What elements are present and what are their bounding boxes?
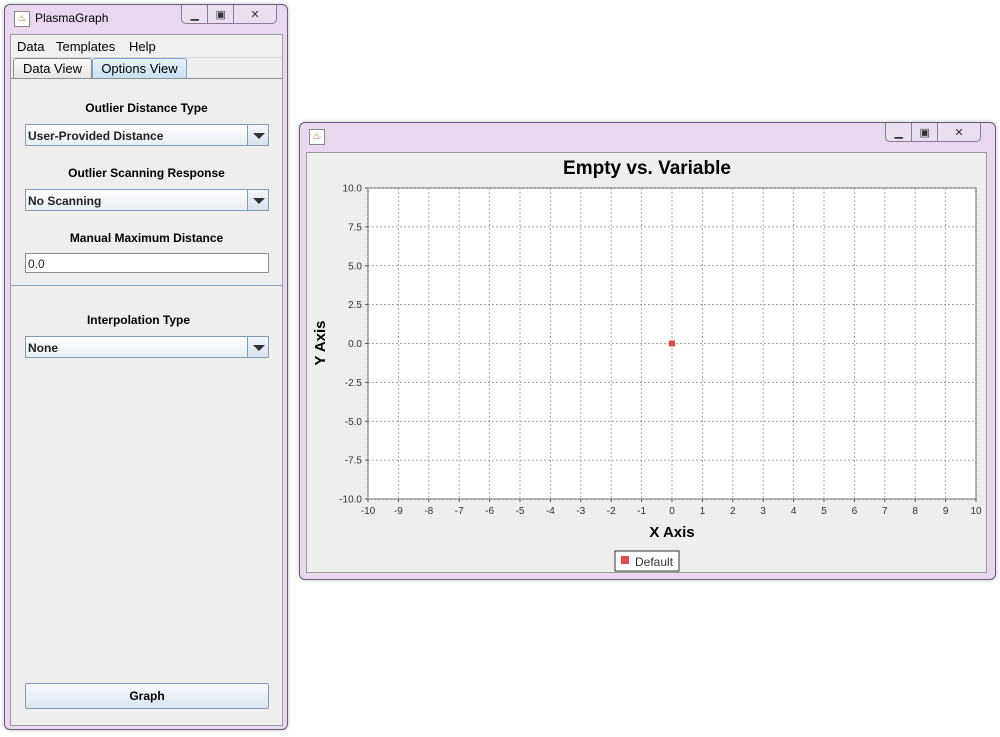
outlier-scanning-value: No Scanning <box>28 194 102 208</box>
y-axis-label: Y Axis <box>312 320 329 365</box>
outlier-distance-type-select[interactable]: User-Provided Distance <box>25 124 269 146</box>
interpolation-type-label: Interpolation Type <box>86 313 191 327</box>
x-tick-label: 7 <box>882 506 888 517</box>
x-tick-label: 0 <box>669 506 675 517</box>
x-tick-label: 10 <box>970 506 982 517</box>
graph-button[interactable]: Graph <box>25 683 269 709</box>
legend-label: Default <box>635 555 674 569</box>
x-tick-label: 3 <box>760 506 766 517</box>
outlier-scanning-label: Outlier Scanning Response <box>68 166 225 180</box>
interpolation-type-value: None <box>28 341 58 355</box>
x-tick-label: -3 <box>576 506 585 517</box>
minimize-icon[interactable]: ▁ <box>886 123 913 141</box>
menu-templates[interactable]: Templates <box>56 39 116 54</box>
x-tick-label: -5 <box>516 506 525 517</box>
restore-icon[interactable]: ▣ <box>912 123 938 141</box>
chevron-down-icon[interactable] <box>247 190 268 210</box>
chart-title: Empty vs. Variable <box>563 158 731 179</box>
y-tick-label: -5.0 <box>345 417 363 428</box>
x-tick-label: 8 <box>912 506 918 517</box>
y-tick-label: 10.0 <box>343 184 363 195</box>
y-tick-label: -10.0 <box>339 495 362 506</box>
x-tick-label: -1 <box>637 506 646 517</box>
chart-panel: Empty vs. Variable -10 -9 -8 -7 -6 -5 -4 -3 -2 -1… <box>306 152 987 573</box>
y-tick-label: 2.5 <box>348 300 362 311</box>
chevron-down-icon[interactable] <box>247 125 268 145</box>
manual-max-distance-label: Manual Maximum Distance <box>69 231 224 245</box>
window-controls: ▁ ▣ ✕ <box>885 123 981 142</box>
y-tick-label: 0.0 <box>348 339 362 350</box>
outlier-distance-type-value: User-Provided Distance <box>28 129 164 143</box>
x-tick-label: 4 <box>791 506 797 517</box>
data-point <box>669 340 675 347</box>
interpolation-type-select[interactable]: None <box>25 336 269 358</box>
main-window-title: PlasmaGraph <box>35 11 109 25</box>
x-tick-label: 6 <box>852 506 858 517</box>
legend-swatch <box>621 556 629 564</box>
x-tick-label: -4 <box>546 506 555 517</box>
y-tick-label: -2.5 <box>345 378 363 389</box>
main-window-content: Data Templates Help Data View Options Vi… <box>10 34 283 726</box>
x-tick-label: -2 <box>607 506 616 517</box>
x-tick-label: -9 <box>394 506 403 517</box>
legend-box <box>614 550 680 572</box>
restore-icon[interactable]: ▣ <box>208 5 234 23</box>
x-tick-label: 9 <box>943 506 949 517</box>
scatter-chart: Empty vs. Variable -10 -9 -8 -7 -6 -5 -4 -3 -2 -1… <box>312 158 982 572</box>
outlier-scanning-select[interactable]: No Scanning <box>25 189 269 211</box>
tab-divider <box>11 78 282 79</box>
x-tick-label: -8 <box>424 506 433 517</box>
y-tick-label: 5.0 <box>348 261 362 272</box>
tab-strip: Data View Options View <box>11 57 282 79</box>
graph-window: ♨ ▁ ▣ ✕ Empty vs. Variable -10 -9 -8 -7 -6 -5… <box>299 122 996 580</box>
minimize-icon[interactable]: ▁ <box>182 5 209 23</box>
tab-options-view[interactable]: Options View <box>92 58 187 79</box>
tab-data-view[interactable]: Data View <box>13 58 92 79</box>
y-tick-label: 7.5 <box>348 222 362 233</box>
x-tick-label: 1 <box>700 506 706 517</box>
java-app-icon: ♨ <box>309 129 325 145</box>
menu-bar: Data Templates Help <box>11 35 282 58</box>
x-axis-label: X Axis <box>649 524 694 541</box>
window-controls: ▁ ▣ ✕ <box>181 5 277 24</box>
x-tick-label: 2 <box>730 506 736 517</box>
graph-window-titlebar[interactable]: ♨ ▁ ▣ ✕ <box>300 123 995 151</box>
close-icon[interactable]: ✕ <box>250 8 260 21</box>
x-tick-label: -6 <box>485 506 494 517</box>
close-icon[interactable]: ✕ <box>954 126 964 139</box>
options-separator <box>11 285 282 286</box>
x-tick-label: -10 <box>361 506 376 517</box>
java-app-icon: ♨ <box>14 11 30 27</box>
menu-help[interactable]: Help <box>129 39 156 54</box>
chevron-down-icon[interactable] <box>247 337 268 357</box>
outlier-distance-type-label: Outlier Distance Type <box>85 101 208 115</box>
menu-data[interactable]: Data <box>17 39 45 54</box>
main-window-titlebar[interactable]: ♨ PlasmaGraph ▁ ▣ ✕ <box>5 5 287 33</box>
manual-max-distance-field[interactable]: 0.0 <box>25 253 269 273</box>
legend: Default <box>614 550 680 572</box>
main-window: ♨ PlasmaGraph ▁ ▣ ✕ Data Templates Help … <box>4 4 288 730</box>
x-tick-label: -7 <box>455 506 464 517</box>
y-tick-label: -7.5 <box>345 456 363 467</box>
x-tick-label: 5 <box>821 506 827 517</box>
